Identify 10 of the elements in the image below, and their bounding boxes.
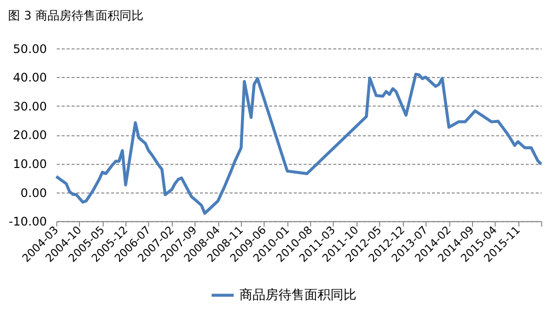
y-tick-label: 0.00 [20, 186, 47, 200]
y-tick-label: 10.00 [13, 156, 47, 171]
y-tick-label: 30.00 [13, 99, 47, 114]
line-series [54, 72, 543, 215]
y-tick-label: 20.00 [13, 128, 47, 142]
chart-title: 图 3 商品房待售面积同比 [8, 8, 144, 23]
y-tick-label: -10.00 [8, 214, 47, 229]
y-tick-label: 40.00 [13, 70, 47, 85]
legend-label: 商品房待售面积同比 [239, 287, 356, 304]
y-tick-label: 50.00 [13, 42, 47, 56]
